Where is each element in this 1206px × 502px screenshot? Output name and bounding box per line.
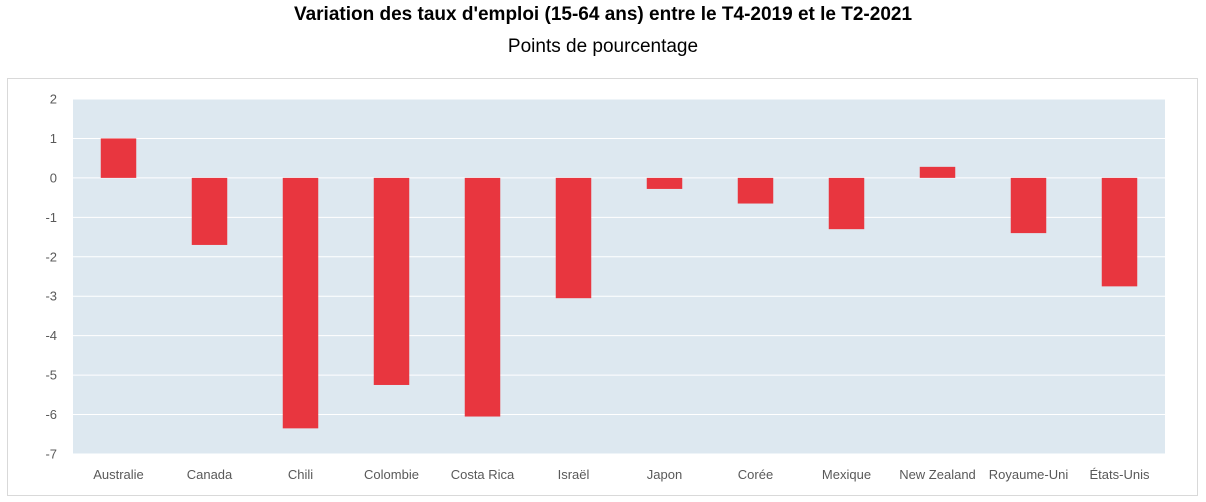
x-tick-label: États-Unis [1090, 467, 1150, 482]
y-tick-label: -7 [45, 447, 57, 462]
chart-subtitle: Points de pourcentage [507, 36, 699, 57]
x-tick-label: Royaume-Uni [989, 467, 1069, 482]
bar [828, 177, 865, 230]
bar [646, 177, 683, 189]
x-tick-label: Costa Rica [451, 467, 515, 482]
bar [282, 177, 319, 429]
bar [737, 177, 774, 204]
bar [1010, 177, 1047, 234]
bar [1101, 177, 1138, 287]
chart-title: Variation des taux d'emploi (15-64 ans) … [293, 4, 913, 25]
bar [919, 166, 956, 178]
y-tick-label: -5 [45, 368, 57, 383]
chart-frame [7, 78, 1198, 496]
x-tick-label: Australie [93, 467, 144, 482]
x-tick-label: Corée [738, 467, 773, 482]
y-tick-label: -3 [45, 289, 57, 304]
y-tick-label: -1 [45, 210, 57, 225]
y-tick-label: -2 [45, 249, 57, 264]
x-tick-label: Canada [187, 467, 233, 482]
bars [100, 138, 1138, 429]
bar [191, 177, 228, 245]
x-tick-label: Mexique [822, 467, 871, 482]
y-tick-label: -6 [45, 407, 57, 422]
x-tick-label: Israël [558, 467, 590, 482]
y-tick-label: 2 [50, 92, 57, 107]
y-tick-label: 1 [50, 131, 57, 146]
y-tick-label: 0 [50, 170, 57, 185]
y-tick-label: -4 [45, 328, 57, 343]
x-tick-label: Chili [288, 467, 313, 482]
x-tick-label: Colombie [364, 467, 419, 482]
bar [555, 177, 592, 299]
bar [100, 138, 137, 178]
x-axis-ticks: Australie Canada Chili Colombie Costa Rica Is… [93, 467, 1150, 482]
x-tick-label: Japon [647, 467, 682, 482]
y-axis-ticks: 2 1 0 -1 -2 -3 -4 -5 -6 -7 [45, 92, 57, 462]
x-tick-label: New Zealand [899, 467, 976, 482]
plot-area [73, 99, 1165, 454]
bar [464, 177, 501, 417]
gridlines [73, 98, 1165, 455]
bar [373, 177, 410, 385]
